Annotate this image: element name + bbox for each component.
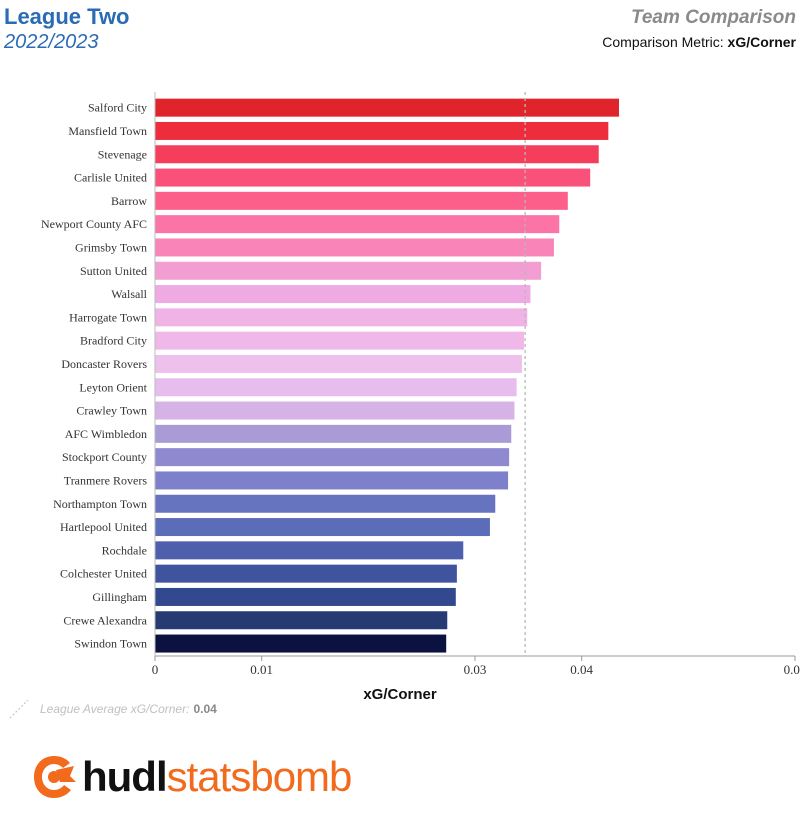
metric-label: Comparison Metric: [602, 34, 724, 50]
category-label: Stockport County [62, 450, 147, 464]
category-label: Northampton Town [53, 497, 147, 511]
average-value: 0.04 [193, 702, 217, 716]
category-label: Grimsby Town [75, 240, 147, 254]
bar [155, 471, 509, 490]
category-label: Mansfield Town [68, 124, 147, 138]
category-label: Barrow [111, 194, 147, 208]
category-label: Carlisle United [74, 171, 147, 185]
bar [155, 215, 560, 234]
category-label: Salford City [88, 101, 147, 115]
header-left: League Two 2022/2023 [4, 4, 130, 54]
metric-value: xG/Corner [727, 34, 796, 50]
logo-text-statsbomb: statsbomb [166, 753, 353, 800]
bar [155, 611, 448, 630]
bar [155, 587, 456, 606]
category-label: Bradford City [80, 334, 147, 348]
category-label: Hartlepool United [60, 520, 147, 534]
bar [155, 168, 591, 187]
bar [155, 634, 447, 653]
bar [155, 378, 517, 397]
x-axis-label: xG/Corner [363, 686, 437, 700]
category-label: Doncaster Rovers [61, 357, 147, 371]
category-label: Newport County AFC [41, 217, 147, 231]
category-label: Crewe Alexandra [63, 613, 147, 627]
category-label: Harrogate Town [69, 310, 147, 324]
bar [155, 541, 464, 560]
bar [155, 145, 599, 164]
category-label: Crawley Town [76, 404, 147, 418]
statsbomb-logo-icon [34, 756, 76, 798]
comparison-metric: Comparison Metric: xG/Corner [602, 34, 796, 50]
bar [155, 285, 531, 304]
bar [155, 191, 568, 210]
bar [155, 424, 512, 443]
bar [155, 564, 457, 583]
bar [155, 518, 490, 537]
bar [155, 494, 496, 513]
bar [155, 331, 525, 350]
category-label: Gillingham [92, 590, 147, 604]
x-tick-label: 0.06 [784, 662, 800, 677]
x-tick-label: 0 [152, 662, 159, 677]
bar [155, 308, 528, 327]
bar [155, 238, 554, 257]
season-label: 2022/2023 [4, 31, 99, 53]
category-label: Colchester United [60, 567, 147, 581]
category-label: Swindon Town [74, 637, 147, 651]
average-line-icon [9, 699, 29, 719]
category-label: Rochdale [102, 543, 147, 557]
header-right: Team Comparison Comparison Metric: xG/Co… [602, 6, 796, 50]
bar [155, 401, 515, 420]
x-tick-label: 0.03 [464, 662, 487, 677]
bar [155, 261, 542, 280]
league-title: League Two [4, 4, 130, 29]
category-label: Stevenage [98, 147, 147, 161]
bar [155, 354, 522, 373]
comparison-title: Team Comparison [630, 7, 796, 28]
bar-chart: Salford City Mansfield Town Stevenage Carli… [41, 92, 800, 700]
bar [155, 121, 609, 140]
league-average-note: League Average xG/Corner: 0.04 [8, 698, 217, 720]
category-label: Tranmere Rovers [64, 473, 148, 487]
hudl-statsbomb-logo: hudl statsbomb [30, 752, 353, 802]
bar [155, 98, 619, 117]
average-label: League Average xG/Corner: [40, 702, 190, 716]
category-label: Leyton Orient [79, 380, 147, 394]
x-tick-label: 0.01 [250, 662, 273, 677]
category-label: Sutton United [80, 264, 147, 278]
category-label: AFC Wimbledon [65, 427, 147, 441]
bar [155, 448, 510, 467]
logo-text-hudl: hudl [82, 753, 168, 800]
x-tick-label: 0.04 [570, 662, 593, 677]
category-label: Walsall [111, 287, 147, 301]
